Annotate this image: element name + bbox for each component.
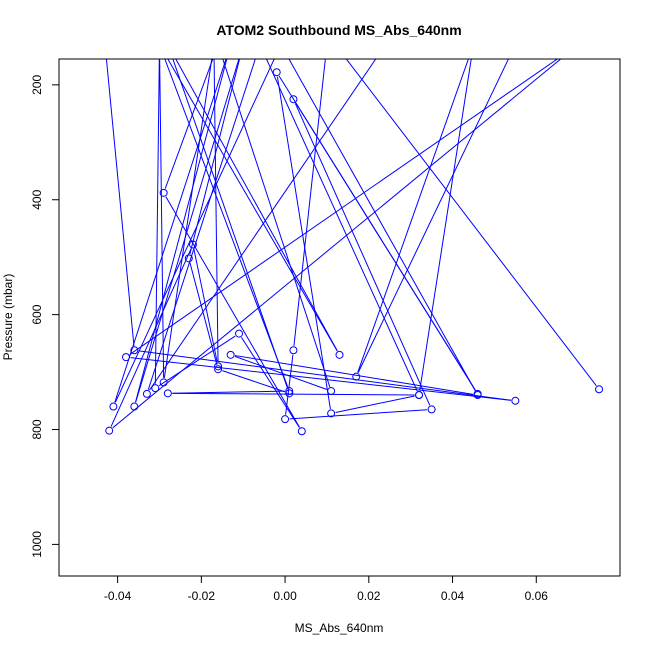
series-segment — [294, 103, 431, 406]
series-segment — [189, 59, 241, 255]
series-segment — [289, 409, 428, 420]
series-segment — [135, 59, 228, 403]
data-point — [427, 405, 436, 414]
series-segment — [357, 59, 510, 373]
series-segment — [149, 59, 377, 391]
x-axis-label: MS_Abs_640nm — [295, 621, 384, 635]
series-segment — [172, 59, 289, 390]
series-segment — [357, 59, 469, 373]
data-point — [142, 389, 151, 398]
data-point — [511, 396, 520, 405]
series-segment — [335, 395, 415, 414]
series-segment — [114, 59, 227, 403]
series-segment — [130, 357, 511, 401]
data-point — [188, 240, 197, 249]
data-point — [214, 362, 223, 371]
data-point — [335, 350, 344, 359]
data-point — [415, 391, 424, 400]
data-point — [595, 385, 604, 394]
series-segment — [164, 59, 289, 387]
series-segment — [154, 59, 160, 384]
series-segment — [172, 392, 415, 396]
series-segment — [167, 59, 338, 352]
y-tick-label: 400 — [30, 189, 44, 209]
data-point — [289, 346, 298, 355]
series-segment — [213, 59, 219, 362]
data-point — [297, 427, 306, 436]
series-segment — [285, 354, 294, 415]
series-segment — [129, 59, 559, 355]
data-point — [327, 409, 336, 418]
series-segment — [419, 59, 472, 391]
data-point — [151, 384, 160, 393]
data-point — [130, 402, 139, 411]
series-segment — [241, 337, 300, 428]
y-tick-label: 200 — [30, 75, 44, 95]
series-segment — [112, 59, 562, 429]
x-tick-label: -0.04 — [104, 589, 132, 603]
x-tick-label: 0.04 — [441, 589, 465, 603]
x-tick-label: 0.02 — [357, 589, 381, 603]
data-point — [289, 95, 298, 104]
series-segment — [158, 335, 236, 387]
series-segment — [234, 355, 328, 390]
data-point — [473, 389, 482, 398]
series-segment — [293, 59, 326, 346]
data-point — [327, 387, 336, 396]
series-segment — [147, 59, 256, 390]
series-segment — [135, 59, 240, 403]
plot-frame — [58, 58, 621, 577]
y-tick-label: 600 — [30, 304, 44, 324]
series-segment — [110, 248, 192, 427]
series-segment — [172, 390, 285, 394]
series-segment — [276, 76, 331, 410]
series-group — [105, 59, 604, 436]
series-segment — [163, 59, 213, 379]
data-point — [226, 350, 235, 359]
x-tick-label: 0.06 — [525, 589, 549, 603]
x-tick-label: 0.00 — [273, 589, 297, 603]
data-point — [109, 402, 118, 411]
series-segment — [193, 248, 218, 363]
series-segment — [222, 370, 286, 393]
series-segment — [222, 59, 331, 387]
y-tick-label: 800 — [30, 419, 44, 439]
data-point — [272, 68, 281, 77]
data-point — [130, 346, 139, 355]
series-segment — [345, 59, 597, 387]
data-point — [105, 426, 114, 435]
series-segment — [175, 59, 338, 352]
x-tick-label: -0.02 — [188, 589, 216, 603]
y-axis-label: Pressure (mbar) — [1, 274, 15, 361]
data-point — [352, 372, 361, 381]
y-tick-label: 1000 — [30, 531, 44, 558]
data-point — [285, 389, 294, 398]
series-segment — [164, 59, 214, 189]
series-segment — [265, 59, 418, 392]
series-segment — [235, 355, 474, 395]
data-point — [159, 188, 168, 197]
y-axis: 200 400 600 800 1000 — [30, 75, 60, 558]
x-axis: -0.04 -0.02 0.00 0.02 0.04 0.06 — [104, 575, 549, 603]
data-point — [121, 353, 130, 362]
data-point — [281, 415, 290, 424]
series-segment — [288, 59, 476, 392]
data-point — [235, 329, 244, 338]
series-segment — [159, 59, 165, 378]
data-point — [159, 378, 168, 387]
chart-title: ATOM2 Southbound MS_Abs_640nm — [216, 22, 461, 38]
series-segment — [278, 75, 476, 391]
series-segment — [105, 59, 135, 346]
data-point — [163, 389, 172, 398]
data-point — [214, 365, 223, 374]
data-point — [285, 387, 294, 396]
data-point — [184, 254, 193, 263]
series-segment — [189, 262, 218, 365]
